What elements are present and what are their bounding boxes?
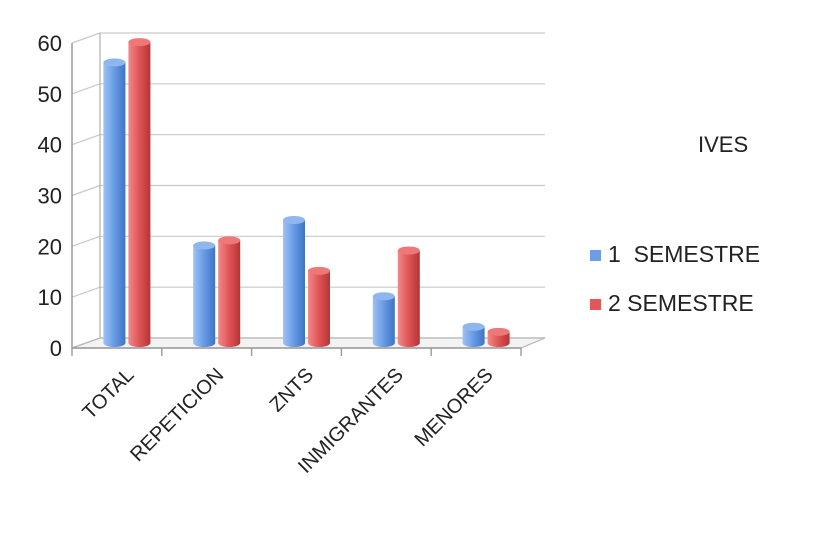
bar-top (397, 246, 420, 255)
bar-body (372, 296, 395, 343)
gridline-side (71, 286, 101, 298)
bar-body (487, 331, 510, 343)
x-tick-label: TOTAL (79, 364, 139, 424)
bar-base (128, 339, 151, 347)
gridline-side (71, 83, 101, 95)
bar-2-semestre-menores (487, 327, 510, 347)
bar-2-semestre-znts (308, 266, 330, 347)
bar-base (372, 339, 395, 347)
x-tick-label: MENORES (411, 364, 498, 451)
gridline-side (71, 184, 101, 197)
gridlines (71, 32, 545, 349)
bar-2-semestre-inmigrantes (397, 246, 420, 347)
y-tick-label: 10 (38, 285, 62, 310)
bar-top (372, 292, 395, 301)
bar-1-semestre-total (103, 58, 126, 347)
bar-body (308, 270, 330, 343)
bar-base (193, 339, 216, 347)
bar-top (128, 38, 151, 47)
bar-base (103, 339, 126, 347)
y-tick-label: 40 (38, 133, 62, 158)
legend-title: IVES (698, 132, 748, 157)
y-tick-label: 30 (38, 184, 62, 209)
bar-body (218, 240, 241, 343)
bar-base (308, 339, 330, 347)
bar-1-semestre-menores (462, 322, 485, 347)
gridline-side (71, 134, 101, 146)
legend-label: 1 SEMESTRE (608, 241, 760, 267)
bar-2-semestre-total (128, 38, 151, 347)
y-tick-label: 20 (38, 234, 62, 259)
y-tick-label: 0 (50, 336, 62, 361)
legend-swatch (590, 250, 601, 261)
y-tick-label: 50 (38, 82, 62, 107)
x-tick-label: ZNTS (266, 364, 318, 416)
bar-base (283, 339, 305, 347)
bar-top (103, 58, 126, 67)
bar-1-semestre-repeticion (193, 241, 216, 347)
bar-top (308, 266, 330, 275)
legend: IVES 1 SEMESTRE 2 SEMESTRE (590, 132, 760, 316)
bar-2-semestre-repeticion (218, 236, 241, 347)
bar-1-semestre-znts (283, 216, 305, 347)
bar-base (218, 339, 241, 347)
bar-body (128, 42, 151, 343)
bar-body (397, 250, 420, 343)
bar-1-semestre-inmigrantes (372, 292, 395, 347)
bars (103, 38, 510, 347)
gridline-side (71, 235, 101, 247)
bar-top (462, 322, 485, 331)
legend-swatch (590, 299, 601, 310)
bar-top (283, 216, 305, 224)
bar-base (397, 339, 420, 347)
legend-label: 2 SEMESTRE (608, 290, 754, 316)
bar-body (103, 62, 126, 344)
x-tick-label: REPETICION (126, 364, 228, 466)
bar-top (487, 327, 510, 336)
bar-body (283, 220, 305, 343)
bar-base (462, 339, 485, 347)
bar-base (487, 339, 510, 347)
bar-body (462, 326, 485, 343)
bar-top (193, 241, 216, 250)
bar-top (218, 236, 241, 245)
bar-body (193, 245, 216, 343)
gridline-side (71, 32, 101, 44)
y-tick-label: 60 (38, 31, 62, 56)
